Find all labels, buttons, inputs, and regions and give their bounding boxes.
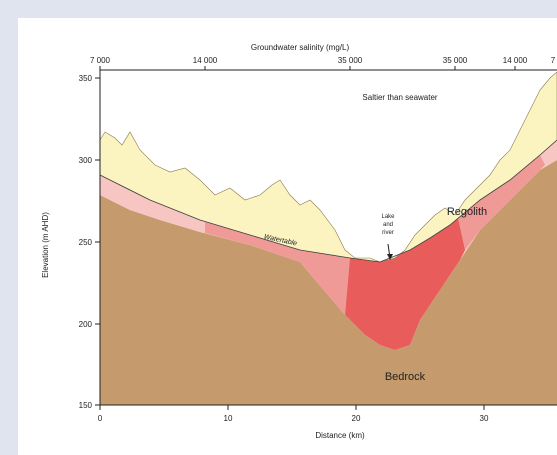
annotation: Bedrock <box>385 371 426 383</box>
annotation: Saltier than seawater <box>362 93 437 102</box>
x-tick-label: 30 <box>480 414 489 423</box>
annotation: Lake <box>381 214 395 220</box>
saline-zone <box>345 218 465 350</box>
salinity-label: 35 000 <box>338 56 363 65</box>
salinity-label: 14 000 <box>193 56 218 65</box>
annotation: and <box>383 222 393 228</box>
top-title: Groundwater salinity (mg/L) <box>251 43 350 52</box>
bedrock <box>100 160 557 405</box>
y-tick-label: 350 <box>79 74 93 83</box>
arrow-head <box>387 254 393 260</box>
x-tick-label: 0 <box>98 414 103 423</box>
y-tick-label: 150 <box>79 401 93 410</box>
salinity-label: 7 000 <box>90 56 111 65</box>
y-axis-label: Elevation (m AHD) <box>41 212 50 278</box>
x-tick-label: 10 <box>224 414 233 423</box>
salinity-label: 7 <box>551 56 556 65</box>
ticks <box>95 66 516 410</box>
regolith-mid <box>205 222 350 315</box>
annotation: Regolith <box>447 206 487 218</box>
watertable-line <box>99 139 557 263</box>
y-tick-label: 300 <box>79 156 93 165</box>
x-axis-label: Distance (km) <box>315 431 365 440</box>
salinity-label: 35 000 <box>443 56 468 65</box>
salinity-label: 14 000 <box>503 56 528 65</box>
regolith-mid-right <box>458 155 545 250</box>
annotation: river <box>382 230 394 236</box>
x-tick-label: 20 <box>352 414 361 423</box>
y-tick-label: 200 <box>79 320 93 329</box>
y-tick-label: 250 <box>79 238 93 247</box>
